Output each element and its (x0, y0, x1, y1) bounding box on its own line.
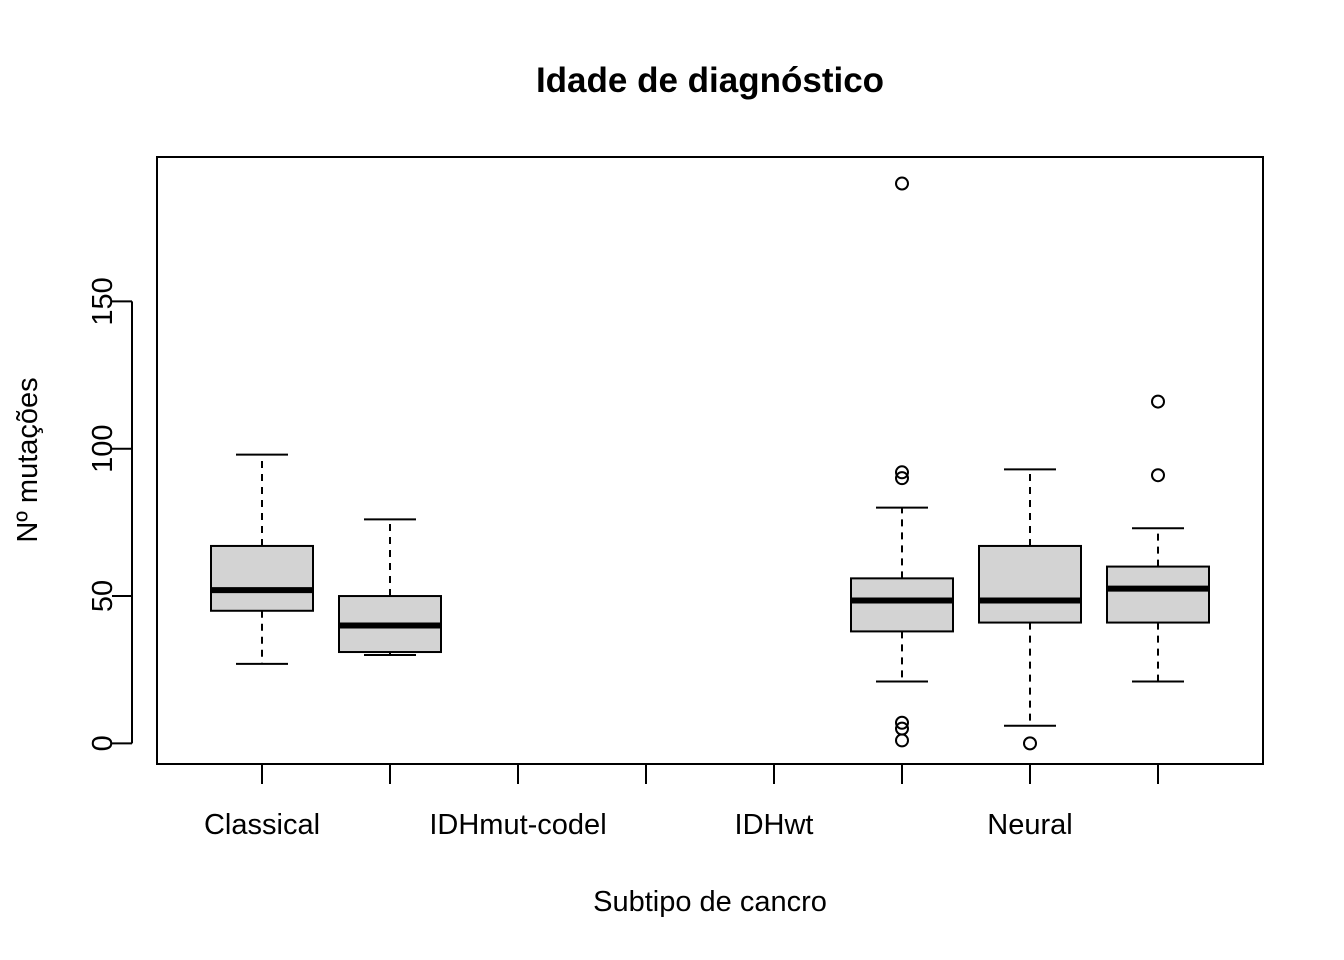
outlier-point (1151, 394, 1165, 409)
outlier-point (1151, 468, 1165, 483)
y-axis-label: Nº mutações (12, 377, 44, 542)
x-tick-label: IDHwt (735, 809, 814, 841)
x-tick-label: IDHmut-codel (429, 809, 606, 841)
y-axis: 0 50 100 150 (87, 277, 133, 751)
plot-frame (156, 156, 1264, 765)
chart-title: Idade de diagnóstico (536, 61, 884, 100)
boxes (210, 176, 1210, 751)
outlier-point (895, 715, 909, 730)
box-group (1106, 394, 1210, 683)
outlier-point (895, 721, 909, 736)
box (1106, 565, 1210, 624)
x-tick-label: Classical (204, 809, 320, 841)
y-tick-label: 150 (87, 277, 119, 325)
box (850, 577, 954, 633)
box-group (978, 468, 1082, 751)
box-group (850, 176, 954, 748)
y-tick-label: 0 (87, 735, 119, 751)
box-group (338, 518, 442, 656)
box (210, 544, 314, 612)
outlier-point (895, 733, 909, 748)
x-axis: Classical IDHmut-codel IDHwt Neural (204, 763, 1159, 841)
box-group (210, 453, 314, 665)
outlier-point (895, 471, 909, 486)
x-tick-label: Neural (987, 809, 1072, 841)
x-axis-label: Subtipo de cancro (593, 886, 827, 918)
y-tick-label: 100 (87, 425, 119, 473)
outlier-point (1023, 736, 1037, 751)
y-tick-label: 50 (87, 580, 119, 612)
box (978, 544, 1082, 624)
outlier-point (895, 465, 909, 480)
outlier-point (895, 176, 909, 191)
